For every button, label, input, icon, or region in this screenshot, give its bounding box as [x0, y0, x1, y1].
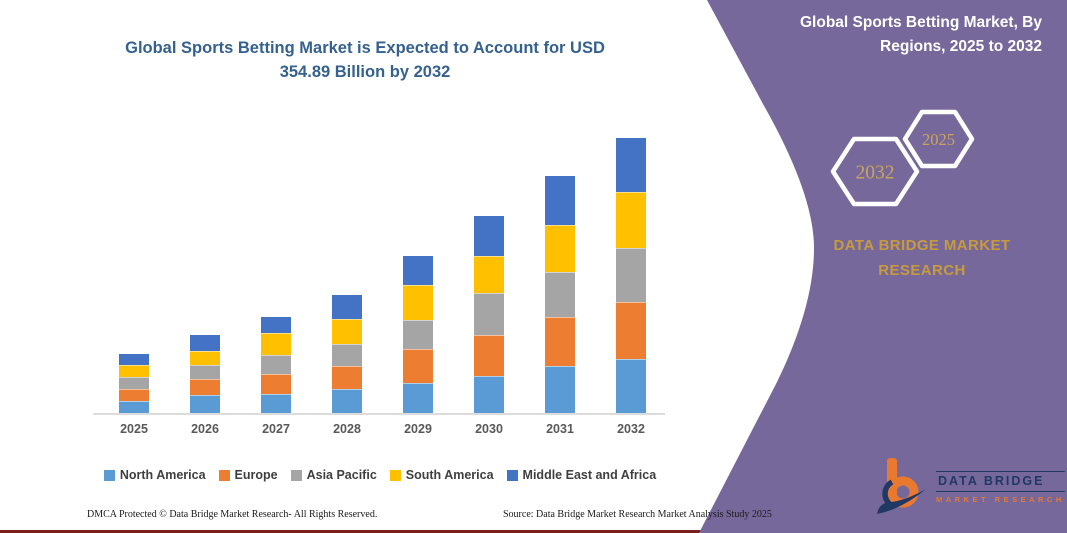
chart-title-line2: 354.89 Billion by 2032	[279, 63, 451, 81]
hexagon-2025-label: 2025	[922, 130, 955, 149]
dbmr-logo-text: DATA BRIDGE MARKET RESEARCH	[936, 470, 1065, 504]
x-axis-label-2029: 2029	[404, 422, 432, 436]
dbmr-logo-b-icon	[877, 458, 926, 514]
hexagon-2025-outline	[902, 109, 975, 169]
stacked-bar-2031	[545, 175, 575, 413]
bar-segment-europe	[119, 389, 149, 401]
bottom-accent-rule	[0, 530, 1067, 533]
hexagon-2032-label: 2032	[856, 163, 895, 184]
x-axis-label-2026: 2026	[191, 422, 219, 436]
legend-swatch-icon	[290, 469, 302, 481]
bar-segment-south-america	[474, 255, 504, 293]
legend-swatch-icon	[506, 469, 518, 481]
x-axis-labels: 2025 2026 2027 2028 2029 2030 2031 2032	[93, 422, 665, 442]
bar-segment-north-america	[119, 400, 149, 413]
bar-segment-europe	[261, 373, 291, 394]
bar-segment-north-america	[474, 375, 504, 413]
legend-item-middle-east-and-africa: Middle East and Africa	[506, 468, 657, 482]
legend-item-europe: Europe	[218, 468, 278, 482]
year-hexagons: 2025 2032	[830, 109, 975, 207]
x-axis-label-2031: 2031	[546, 422, 574, 436]
bar-segment-middle-east-and-africa	[190, 335, 220, 352]
footer-source-text: Source: Data Bridge Market Research Mark…	[503, 509, 772, 520]
legend-label: Middle East and Africa	[522, 468, 657, 482]
bar-segment-north-america	[332, 388, 362, 413]
bar-segment-europe	[474, 334, 504, 376]
brand-wordmark-line2: RESEARCH	[878, 262, 966, 279]
legend-label: South America	[405, 468, 494, 482]
stacked-bar-2029	[403, 256, 433, 413]
legend-item-north-america: North America	[103, 468, 206, 482]
chart-title: Global Sports Betting Market is Expected…	[60, 36, 670, 84]
x-axis-label-2030: 2030	[475, 422, 503, 436]
brand-wordmark-line1: DATA BRIDGE MARKET	[833, 237, 1011, 254]
panel-title: Global Sports Betting Market, By Regions…	[732, 11, 1042, 59]
x-axis-label-2028: 2028	[333, 422, 361, 436]
bar-segment-north-america	[190, 394, 220, 413]
bar-segment-europe	[616, 302, 646, 360]
bar-segment-middle-east-and-africa	[545, 175, 575, 225]
bar-segment-asia-pacific	[332, 343, 362, 366]
chart-title-line1: Global Sports Betting Market is Expected…	[125, 39, 605, 57]
hexagon-2032-outline	[830, 136, 920, 207]
legend-label: Europe	[234, 468, 278, 482]
bar-segment-middle-east-and-africa	[119, 353, 149, 366]
bar-segment-south-america	[332, 318, 362, 344]
bar-segment-asia-pacific	[403, 319, 433, 349]
legend-label: Asia Pacific	[306, 468, 377, 482]
bar-segment-north-america	[261, 393, 291, 413]
bar-segment-north-america	[616, 359, 646, 413]
legend-swatch-icon	[218, 469, 230, 481]
legend-swatch-icon	[103, 469, 115, 481]
stacked-bar-2025	[119, 353, 149, 413]
legend: North America Europe Asia Pacific South Ame…	[30, 468, 730, 482]
bar-segment-south-america	[545, 224, 575, 273]
bar-segment-middle-east-and-africa	[332, 294, 362, 319]
bar-segment-asia-pacific	[119, 377, 149, 389]
bar-segment-middle-east-and-africa	[261, 317, 291, 333]
stacked-bar-2027	[261, 317, 291, 413]
bar-segment-middle-east-and-africa	[474, 216, 504, 256]
bar-segment-asia-pacific	[616, 247, 646, 303]
x-axis-label-2032: 2032	[617, 422, 645, 436]
bar-segment-north-america	[545, 365, 575, 413]
bar-segment-asia-pacific	[545, 272, 575, 318]
panel-title-line1: Global Sports Betting Market, By	[799, 14, 1042, 31]
plot-area	[93, 100, 665, 415]
bar-segment-south-america	[190, 351, 220, 365]
dbmr-logo: DATA BRIDGE MARKET RESEARCH	[876, 456, 1065, 518]
legend-swatch-icon	[389, 469, 401, 481]
bar-segment-asia-pacific	[474, 292, 504, 335]
purple-panel-shape	[699, 0, 1067, 533]
bar-segment-south-america	[616, 191, 646, 248]
bar-segment-asia-pacific	[261, 354, 291, 374]
bar-segment-europe	[545, 317, 575, 366]
bar-segment-middle-east-and-africa	[616, 138, 646, 192]
x-axis-label-2025: 2025	[120, 422, 148, 436]
bar-segment-europe	[403, 348, 433, 384]
legend-item-asia-pacific: Asia Pacific	[290, 468, 377, 482]
bar-segment-north-america	[403, 383, 433, 413]
panel-title-line2: Regions, 2025 to 2032	[880, 38, 1042, 55]
dbmr-logo-name: DATA BRIDGE	[936, 470, 1065, 492]
bar-segment-south-america	[261, 332, 291, 355]
bar-segment-middle-east-and-africa	[403, 256, 433, 286]
stacked-bar-2030	[474, 216, 504, 413]
footer-dmca-text: DMCA Protected © Data Bridge Market Rese…	[87, 509, 378, 520]
bar-segment-europe	[332, 365, 362, 389]
bar-segment-south-america	[119, 365, 149, 377]
bar-segment-europe	[190, 378, 220, 395]
stacked-bar-2026	[190, 335, 220, 413]
dbmr-logo-subtitle: MARKET RESEARCH	[936, 494, 1065, 504]
brand-wordmark: DATA BRIDGE MARKET RESEARCH	[792, 233, 1052, 283]
bar-segment-asia-pacific	[190, 364, 220, 379]
x-axis-label-2027: 2027	[262, 422, 290, 436]
legend-item-south-america: South America	[389, 468, 494, 482]
stacked-bar-2032	[616, 138, 646, 413]
legend-label: North America	[119, 468, 206, 482]
bar-segment-south-america	[403, 285, 433, 320]
stacked-bar-2028	[332, 294, 362, 413]
